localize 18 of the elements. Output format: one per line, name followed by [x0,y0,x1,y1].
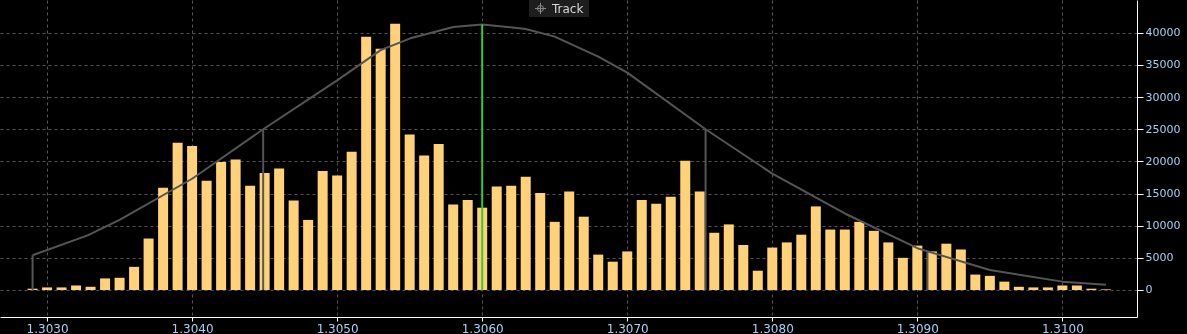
y-tick-label: 5000 [1145,251,1174,265]
y-tick-label: 15000 [1145,187,1181,201]
y-tick-label: 20000 [1145,154,1181,168]
y-tick-label: 30000 [1145,90,1181,104]
y-tick-label: 25000 [1145,122,1181,136]
x-tick-label: 1.3030 [26,321,69,334]
x-tick-label: 1.3070 [606,321,649,334]
x-tick-label: 1.3060 [461,321,504,334]
y-tick-label: 40000 [1145,26,1181,40]
y-tick-label: 0 [1145,283,1153,297]
y-tick-label: 35000 [1145,58,1181,72]
x-tick-label: 1.3100 [1041,321,1084,334]
x-tick-label: 1.3040 [171,321,214,334]
x-tick-label: 1.3080 [751,321,794,334]
y-tick-label: 10000 [1145,219,1181,233]
x-tick-label: 1.3090 [896,321,939,334]
annotation: Track [552,1,584,16]
x-tick-label: 1.3050 [316,321,359,334]
